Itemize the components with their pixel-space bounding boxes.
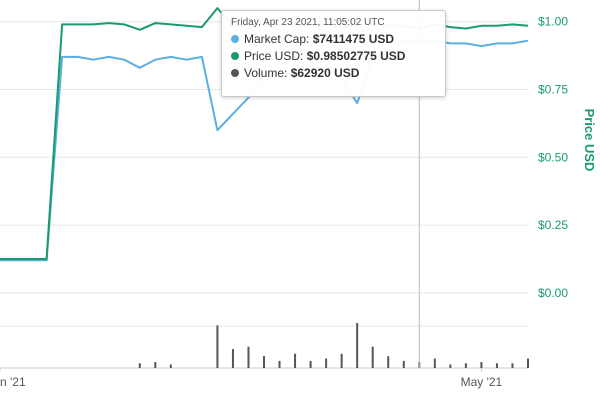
volume-bar [449,364,452,368]
volume-bar [464,363,467,368]
market-cap-legend-dot [231,35,239,43]
volume-bar [433,358,436,368]
tooltip-label: Price USD: [244,49,304,63]
tooltip-row-volume: Volume: $62920 USD [231,65,436,82]
grid-lines [0,21,528,369]
volume-bar [278,360,281,368]
volume-bar [495,363,498,368]
volume-bar [325,358,328,368]
volume-bar [154,362,157,368]
x-tick-label: May '21 [461,375,503,389]
y-tick-label: $0.75 [538,82,568,96]
tooltip-value: $7411475 USD [312,32,395,46]
price-legend-dot [231,52,239,60]
y-tick-label: $0.25 [538,218,568,232]
y-axis-title: Price USD [582,109,597,172]
volume-bar [527,358,529,368]
tooltip-label: Volume: [244,66,288,80]
y-tick-label: $1.00 [538,15,568,29]
axes: $1.00 $0.75 $0.50 $0.25 $0.00 Price USD n '21 M… [0,15,597,389]
y-tick-label: $0.50 [538,150,568,164]
volume-bar [371,346,374,368]
tooltip-row-price: Price USD: $0.98502775 USD [231,48,436,65]
volume-bar [511,363,514,368]
volume-bar [387,356,390,368]
volume-bars [138,323,529,368]
volume-bar [247,346,250,368]
volume-bar [356,323,359,368]
volume-bar [309,360,312,368]
volume-bar [480,362,483,368]
chart-tooltip: Friday, Apr 23 2021, 11:05:02 UTC Market… [221,10,446,97]
volume-bar [231,349,234,368]
tooltip-date: Friday, Apr 23 2021, 11:05:02 UTC [231,17,385,28]
volume-bar [402,360,405,368]
tooltip-label: Market Cap: [244,32,310,46]
tooltip-row-market-cap: Market Cap: $7411475 USD [231,31,436,48]
x-tick-label: n '21 [0,375,26,389]
volume-bar [294,353,297,368]
tooltip-value: $0.98502775 USD [306,49,406,63]
volume-legend-dot [231,69,239,77]
tooltip-value: $62920 USD [290,66,360,80]
volume-bar [138,363,141,368]
volume-bar [340,353,343,368]
y-tick-label: $0.00 [538,286,568,300]
volume-bar [263,356,265,368]
volume-bar [169,364,172,368]
volume-bar [216,325,219,368]
